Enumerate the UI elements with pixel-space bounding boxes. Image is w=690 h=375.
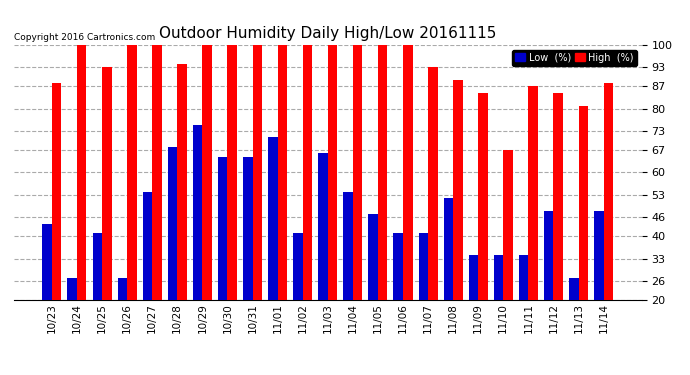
Bar	[494, 255, 503, 300]
Bar	[253, 45, 262, 300]
Bar	[428, 68, 437, 300]
Bar	[469, 255, 478, 300]
Bar	[143, 192, 152, 300]
Bar	[529, 87, 538, 300]
Bar	[77, 45, 86, 300]
Bar	[403, 45, 413, 300]
Bar	[328, 45, 337, 300]
Bar	[202, 45, 212, 300]
Bar	[368, 214, 378, 300]
Bar	[127, 45, 137, 300]
Bar	[419, 233, 428, 300]
Bar	[268, 137, 277, 300]
Title: Outdoor Humidity Daily High/Low 20161115: Outdoor Humidity Daily High/Low 20161115	[159, 26, 496, 41]
Bar	[42, 224, 52, 300]
Bar	[344, 192, 353, 300]
Bar	[68, 278, 77, 300]
Bar	[393, 233, 403, 300]
Bar	[177, 64, 187, 300]
Bar	[594, 211, 604, 300]
Bar	[578, 106, 588, 300]
Bar	[243, 157, 253, 300]
Bar	[544, 211, 553, 300]
Bar	[117, 278, 127, 300]
Bar	[444, 198, 453, 300]
Bar	[92, 233, 102, 300]
Legend: Low  (%), High  (%): Low (%), High (%)	[512, 50, 637, 66]
Bar	[228, 45, 237, 300]
Bar	[218, 157, 228, 300]
Bar	[353, 45, 362, 300]
Text: Copyright 2016 Cartronics.com: Copyright 2016 Cartronics.com	[14, 33, 155, 42]
Bar	[277, 45, 287, 300]
Bar	[52, 83, 61, 300]
Bar	[478, 93, 488, 300]
Bar	[102, 68, 112, 300]
Bar	[303, 45, 312, 300]
Bar	[318, 153, 328, 300]
Bar	[378, 45, 388, 300]
Bar	[604, 83, 613, 300]
Bar	[293, 233, 303, 300]
Bar	[152, 45, 161, 300]
Bar	[519, 255, 529, 300]
Bar	[503, 150, 513, 300]
Bar	[569, 278, 578, 300]
Bar	[193, 124, 202, 300]
Bar	[168, 147, 177, 300]
Bar	[453, 80, 463, 300]
Bar	[553, 93, 563, 300]
